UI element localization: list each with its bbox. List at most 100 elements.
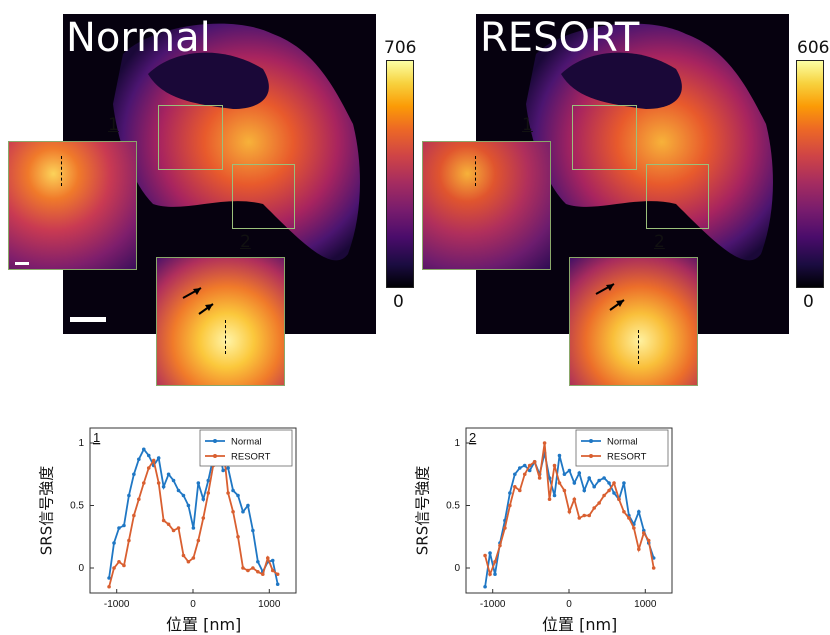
chart-2-series-resort-point: [622, 509, 626, 514]
chart-2-series-resort-point: [552, 463, 557, 468]
normal-colorbar-max: 706: [384, 38, 417, 58]
chart-1-series-resort-point: [270, 568, 275, 573]
chart-2-series-normal-point: [637, 509, 641, 514]
chart-1-ytick-label: 0: [78, 563, 84, 574]
profile-chart-2: -1000 0 1000 0 0.5 1 2 Normal RESORT: [446, 427, 673, 610]
chart-1-series-resort-point: [151, 458, 156, 463]
chart-2-series-normal-point: [582, 488, 587, 493]
chart-1-xtick-label: -1000: [104, 599, 130, 610]
chart-1-series-resort-point: [122, 563, 126, 568]
normal-inset-2-label: 2: [240, 232, 251, 252]
chart-2-series-resort-point: [517, 488, 522, 493]
chart-1-series-resort-point: [231, 509, 235, 514]
chart-1-series-normal-point: [206, 478, 211, 483]
chart-1-series-resort-point: [196, 538, 201, 543]
chart-2-series-resort-point: [567, 509, 572, 514]
normal-inset-1-scale-bar: [15, 262, 29, 265]
chart-2-series-normal-point: [557, 453, 562, 458]
resort-inset-1-profile-line: [475, 156, 476, 186]
chart-2-series-normal-point: [641, 528, 646, 533]
chart-2-ytick-label: 0.5: [446, 501, 460, 512]
profile-chart-1: -1000 0 1000 0 0.5 1 1 Normal RESORT: [70, 427, 297, 610]
chart-2-legend-label: Normal: [607, 437, 638, 448]
chart-1-series-resort-point: [275, 572, 280, 577]
normal-roi-1: [158, 105, 223, 170]
chart-2-xtick-label: 1000: [634, 599, 657, 610]
chart-1-series-resort-point: [206, 491, 211, 495]
chart-2-series-resort-point: [627, 516, 631, 520]
chart-1-series-normal-point: [117, 526, 121, 530]
chart-1-legend-label: RESORT: [231, 452, 271, 463]
chart-1-legend: [199, 429, 293, 467]
chart-1-series-resort-point: [191, 556, 196, 560]
resort-inset-1-label: 1: [522, 115, 533, 135]
resort-inset-2: [569, 257, 698, 386]
chart-1-series-resort-point: [201, 516, 206, 520]
chart-2-series-resort-point: [498, 543, 502, 548]
normal-colorbar: [386, 60, 414, 288]
chart-1-series-normal-point: [122, 523, 126, 528]
chart-1-series-resort-point: [171, 528, 176, 533]
chart-1-legend-label: Normal: [231, 437, 262, 448]
chart-2-series-resort-point: [542, 441, 547, 445]
resort-colorbar-min: 0: [803, 292, 814, 312]
resort-inset-2-arrows: [595, 283, 625, 311]
chart-1-series-resort-point: [265, 556, 270, 560]
chart-1-series-resort-point: [107, 584, 111, 589]
chart-2-series-resort-point: [582, 513, 587, 518]
chart-2-series-normal-point: [522, 463, 527, 468]
chart-2-xtick-label: 0: [566, 599, 572, 610]
normal-colorbar-min: 0: [393, 292, 404, 312]
chart-1-series-resort-point: [181, 553, 186, 558]
chart-1-series-normal-point: [251, 528, 255, 533]
chart-1-series-resort-point: [156, 481, 161, 485]
chart-2-series-normal-point: [587, 476, 592, 480]
chart-2-series-resort-point: [637, 547, 641, 552]
chart-1-series-resort-point: [236, 534, 240, 539]
chart-1-series-resort-point: [261, 572, 265, 577]
chart-1-series-resort-point: [141, 481, 146, 485]
chart-1-series-normal-point: [256, 559, 260, 564]
chart-2-series-normal-point: [547, 476, 552, 480]
normal-inset-2-arrows: [182, 287, 214, 315]
normal-srs-image: [63, 14, 376, 334]
chart-1-series-normal-point: [146, 453, 151, 458]
normal-inset-1-label: 1: [108, 115, 119, 135]
chart-1-series-normal-point: [176, 488, 181, 493]
normal-inset-2: [156, 257, 285, 386]
chart-2-series-resort-point: [537, 476, 542, 480]
chart-1-series-normal-point: [191, 526, 196, 530]
chart-2-series-resort-point: [527, 463, 532, 468]
chart-2-series-resort-point: [572, 497, 577, 502]
resort-inset-1: [422, 141, 551, 270]
chart-2-series-normal-point: [483, 584, 487, 589]
chart-2-series-normal-point: [622, 481, 626, 485]
chart-1-series-resort-point: [127, 538, 131, 543]
chart-1-series-normal-point: [221, 468, 225, 473]
chart-2-series-resort-point: [557, 481, 562, 485]
chart-1-ylabel: SRS信号強度: [37, 465, 56, 556]
chart-1-series-normal-point: [196, 481, 201, 485]
chart-1-series-normal-point: [236, 493, 240, 498]
chart-1-panel-label: 1: [93, 430, 100, 445]
chart-1-xtick-label: 0: [190, 599, 196, 610]
chart-2-series-resort-point: [483, 553, 487, 558]
chart-1-series-normal-point: [161, 484, 166, 489]
chart-2-series-normal-point: [597, 478, 601, 483]
chart-2-series-normal-point: [607, 481, 611, 485]
chart-2-series-normal-point: [488, 551, 492, 555]
chart-1-series-resort-point: [146, 466, 151, 470]
chart-2-series-normal-point: [567, 468, 572, 473]
chart-1-series-normal-point: [241, 509, 245, 514]
chart-2-series-normal-point: [602, 476, 606, 480]
chart-2-ytick-label: 1: [454, 438, 460, 449]
chart-1-series-normal-point: [226, 466, 230, 470]
chart-1-series-normal-point: [112, 541, 116, 545]
chart-1-series-normal-point: [270, 558, 275, 563]
chart-2-series-resort-point: [562, 488, 567, 493]
chart-1-series-normal-point: [201, 497, 206, 502]
chart-1-series-resort-point: [176, 526, 181, 530]
normal-inset-1-profile-line: [61, 156, 62, 186]
chart-1-series-normal-point: [246, 503, 250, 508]
resort-inset-2-profile-line: [638, 330, 639, 364]
